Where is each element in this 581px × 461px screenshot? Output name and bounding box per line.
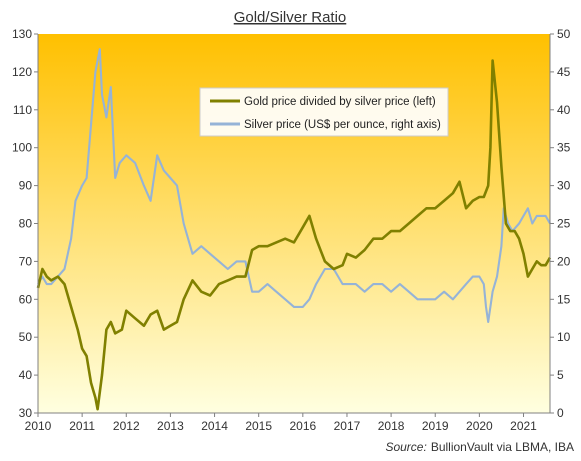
y-left-tick-label: 100 bbox=[12, 141, 32, 155]
y-right-tick-label: 5 bbox=[557, 368, 564, 382]
y-right-tick-label: 40 bbox=[557, 103, 571, 117]
x-tick-label: 2017 bbox=[334, 419, 361, 433]
x-tick-label: 2010 bbox=[25, 419, 52, 433]
y-right-tick-label: 35 bbox=[557, 141, 571, 155]
x-tick-label: 2019 bbox=[422, 419, 449, 433]
x-tick-label: 2021 bbox=[510, 419, 537, 433]
y-left-tick-label: 90 bbox=[19, 179, 33, 193]
y-left-tick-label: 70 bbox=[19, 254, 33, 268]
x-tick-label: 2018 bbox=[378, 419, 405, 433]
y-right-tick-label: 10 bbox=[557, 330, 571, 344]
y-left-tick-label: 130 bbox=[12, 27, 32, 41]
source-text: BullionVault via LBMA, IBA bbox=[431, 440, 574, 454]
y-left-tick-label: 80 bbox=[19, 217, 33, 231]
y-right-tick-label: 25 bbox=[557, 217, 571, 231]
y-right-tick-label: 0 bbox=[557, 406, 564, 420]
source-label: Source: bbox=[385, 440, 426, 454]
y-right-tick-label: 45 bbox=[557, 65, 571, 79]
series-line-silver-price bbox=[37, 48, 551, 324]
y-right-tick-label: 50 bbox=[557, 27, 571, 41]
x-tick-label: 2012 bbox=[113, 419, 140, 433]
y-right-tick-label: 15 bbox=[557, 292, 571, 306]
x-tick-label: 2015 bbox=[245, 419, 272, 433]
y-right-tick-label: 30 bbox=[557, 179, 571, 193]
legend-box bbox=[199, 87, 449, 137]
x-tick-label: 2016 bbox=[289, 419, 316, 433]
y-left-tick-label: 40 bbox=[19, 368, 33, 382]
legend: Gold price divided by silver price (left… bbox=[199, 87, 449, 137]
x-tick-label: 2011 bbox=[69, 419, 95, 433]
legend-label-ratio: Gold price divided by silver price (left… bbox=[244, 96, 436, 108]
y-left-tick-label: 30 bbox=[19, 406, 33, 420]
y-left-tick-label: 120 bbox=[12, 65, 32, 79]
source-note: Source: BullionVault via LBMA, IBA bbox=[385, 440, 574, 454]
y-right-tick-label: 20 bbox=[557, 254, 571, 268]
chart-title: Gold/Silver Ratio bbox=[234, 9, 347, 26]
series-line-gold-silver-ratio bbox=[36, 59, 552, 411]
x-tick-label: 2020 bbox=[466, 419, 493, 433]
y-left-tick-label: 110 bbox=[13, 103, 32, 117]
y-left-tick-label: 50 bbox=[19, 330, 33, 344]
x-tick-label: 2014 bbox=[201, 419, 228, 433]
legend-label-silver: Silver price (US$ per ounce, right axis) bbox=[244, 119, 441, 131]
x-tick-label: 2013 bbox=[157, 419, 184, 433]
y-left-tick-label: 60 bbox=[19, 292, 33, 306]
